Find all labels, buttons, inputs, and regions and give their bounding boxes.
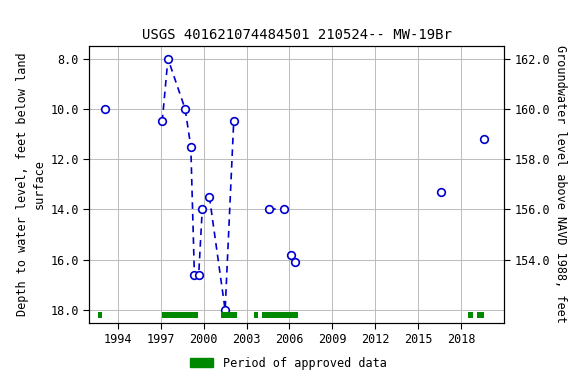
Y-axis label: Depth to water level, feet below land
surface: Depth to water level, feet below land su… bbox=[16, 53, 46, 316]
Bar bbox=[254, 312, 258, 318]
Bar bbox=[468, 312, 472, 318]
Bar bbox=[477, 312, 484, 318]
Y-axis label: Groundwater level above NAVD 1988, feet: Groundwater level above NAVD 1988, feet bbox=[554, 45, 567, 323]
Bar bbox=[162, 312, 198, 318]
Bar bbox=[262, 312, 298, 318]
Legend: Period of approved data: Period of approved data bbox=[185, 352, 391, 374]
Title: USGS 401621074484501 210524-- MW-19Br: USGS 401621074484501 210524-- MW-19Br bbox=[142, 28, 452, 42]
Bar bbox=[98, 312, 102, 318]
Bar bbox=[221, 312, 237, 318]
